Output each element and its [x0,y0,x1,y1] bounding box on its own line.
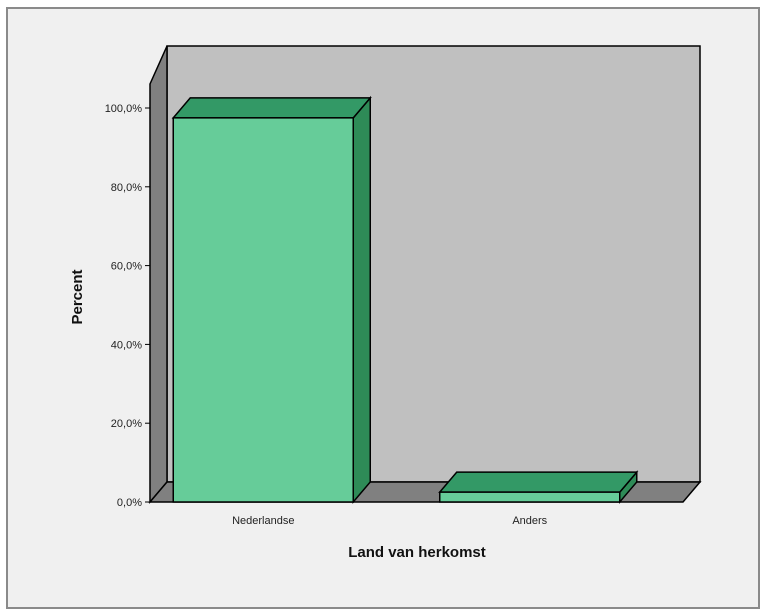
side-wall [149,45,168,505]
bar-top [438,471,639,493]
x-axis: Nederlandse Anders [232,515,548,527]
y-tick-label: 20,0% [111,418,142,430]
y-tick-label: 100,0% [105,103,143,115]
y-axis: 0,0% 20,0% 40,0% 60,0% 80,0% 100,0% [105,103,150,509]
bar-side [352,95,371,505]
y-tick-label: 60,0% [111,261,142,273]
chart-bars [171,95,639,505]
bar-anders [438,470,639,505]
bar-nederlandse [171,95,372,505]
y-tick-label: 0,0% [117,497,142,509]
x-tick-label: Nederlandse [232,515,294,527]
bar-front [439,491,621,503]
y-tick-label: 40,0% [111,339,142,351]
x-tick-label: Anders [512,515,547,527]
y-tick-label: 80,0% [111,182,142,194]
y-axis-title: Percent [69,269,86,324]
x-axis-title: Land van herkomst [348,544,486,561]
bar-front [172,117,354,503]
bar-top [171,97,372,119]
